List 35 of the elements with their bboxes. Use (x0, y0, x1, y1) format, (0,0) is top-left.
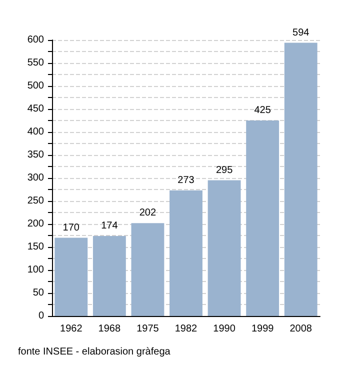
y-tick-label: 300 (27, 172, 44, 184)
data-label: 273 (178, 174, 195, 186)
y-tick-label: 500 (27, 80, 44, 92)
y-tick-label: 600 (27, 34, 44, 46)
data-label: 594 (292, 27, 310, 38)
bar (54, 238, 88, 316)
data-label: 295 (216, 164, 234, 176)
x-tick-label: 1975 (136, 324, 160, 334)
y-tick-label: 0 (38, 310, 44, 322)
y-tick-label: 400 (27, 126, 44, 138)
y-tick-label: 200 (27, 218, 44, 230)
bar (170, 190, 202, 316)
bar (284, 42, 318, 316)
data-label: 170 (62, 222, 80, 234)
x-tick-label: 2008 (290, 324, 312, 334)
source-note: fonte INSEE - elaborasion gràfega (18, 346, 171, 358)
bar (208, 180, 241, 316)
y-tick-label: 350 (27, 150, 44, 160)
bar (131, 223, 164, 316)
data-label: 174 (101, 220, 118, 232)
bar (92, 236, 126, 316)
data-label: 425 (254, 105, 272, 116)
bar (246, 120, 280, 316)
x-tick-label: 1962 (60, 324, 83, 334)
y-tick-label: 550 (27, 58, 44, 68)
y-tick-label: 100 (27, 264, 44, 276)
x-tick-label: 1982 (174, 324, 198, 334)
x-tick-label: 1990 (213, 324, 236, 334)
data-label: 202 (139, 208, 156, 219)
x-tick-label: 1999 (251, 324, 274, 334)
y-tick-label: 50 (32, 288, 44, 298)
y-tick-label: 450 (27, 104, 44, 114)
y-tick-label: 250 (27, 196, 44, 206)
y-tick-label: 150 (27, 242, 44, 252)
x-tick-label: 1968 (98, 324, 121, 334)
